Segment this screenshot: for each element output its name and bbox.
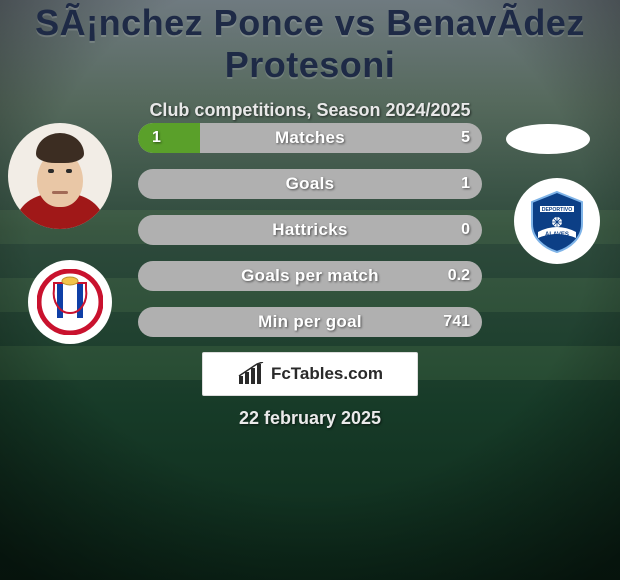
page-title: SÃ¡nchez Ponce vs BenavÃ­dez Protesoni	[0, 2, 620, 86]
stats-block: 1 Matches 5 Goals 1 Hattricks 0 Goa	[138, 123, 482, 353]
stat-row-hattricks: Hattricks 0	[138, 215, 482, 245]
site-badge[interactable]: FcTables.com	[202, 352, 418, 396]
stat-right-value: 1	[461, 169, 470, 199]
stat-label: Min per goal	[138, 307, 482, 337]
stat-right-value: 0.2	[448, 261, 470, 291]
player-a-avatar	[8, 123, 112, 229]
stat-row-min-per-goal: Min per goal 741	[138, 307, 482, 337]
club-a-crest	[28, 260, 112, 344]
stat-row-goals-per-match: Goals per match 0.2	[138, 261, 482, 291]
club-b-crest: DEPORTIVO ALAVES	[514, 178, 600, 264]
stat-right-value: 741	[443, 307, 470, 337]
player-b-avatar	[506, 124, 590, 154]
stat-label: Hattricks	[138, 215, 482, 245]
stat-label: Matches	[138, 123, 482, 153]
stat-row-matches: 1 Matches 5	[138, 123, 482, 153]
svg-text:DEPORTIVO: DEPORTIVO	[542, 207, 573, 213]
site-label: FcTables.com	[271, 364, 383, 384]
stat-right-value: 0	[461, 215, 470, 245]
page-subtitle: Club competitions, Season 2024/2025	[0, 100, 620, 121]
stat-label: Goals	[138, 169, 482, 199]
stat-label: Goals per match	[138, 261, 482, 291]
date-label: 22 february 2025	[0, 408, 620, 429]
stat-right-value: 5	[461, 123, 470, 153]
svg-text:ALAVES: ALAVES	[545, 232, 569, 238]
stat-row-goals: Goals 1	[138, 169, 482, 199]
chart-icon	[237, 362, 265, 386]
